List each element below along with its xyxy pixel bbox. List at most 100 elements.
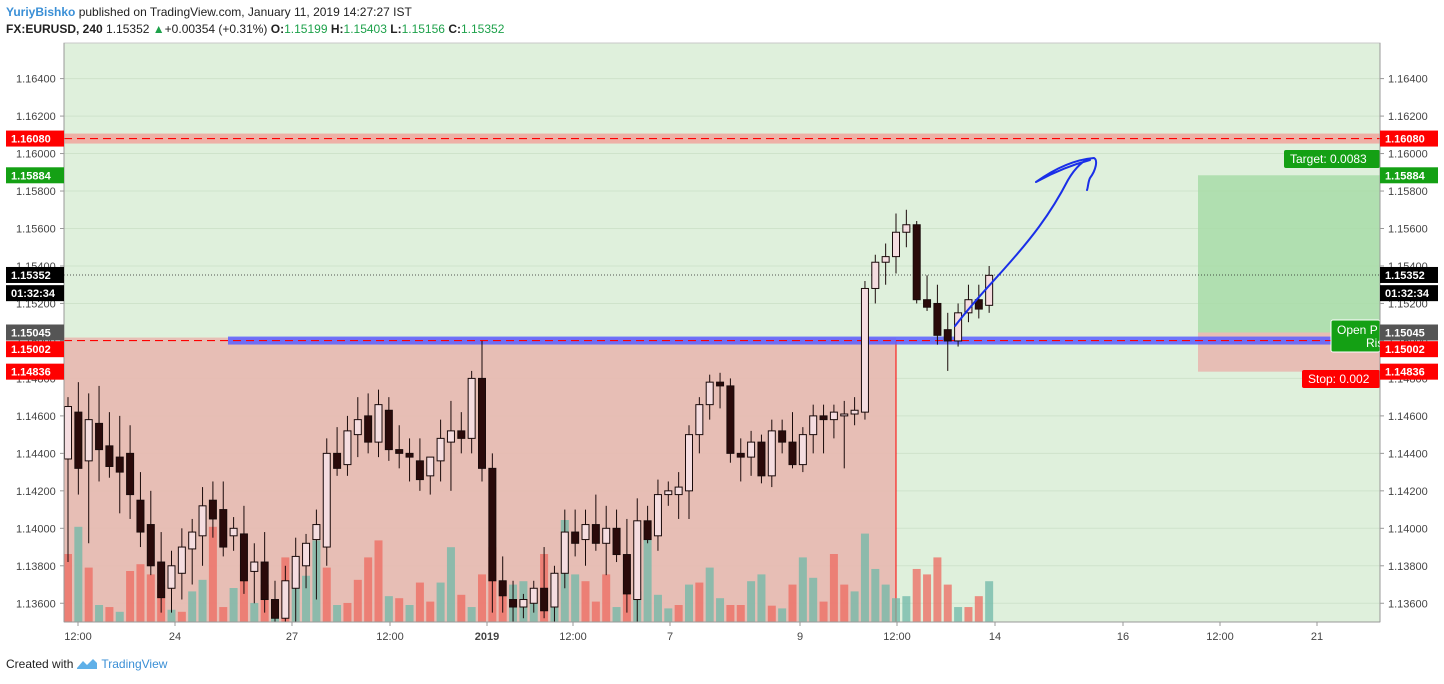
target-label-bg xyxy=(1284,150,1380,168)
bull-candle xyxy=(985,274,994,306)
bear-candle xyxy=(105,445,114,467)
risk-text: Ris xyxy=(1366,336,1383,350)
bull-candle xyxy=(685,434,693,492)
bear-candle xyxy=(271,599,279,619)
up-arrow-icon: ▲ xyxy=(152,22,165,36)
volume-bar xyxy=(115,611,124,622)
bear-candle xyxy=(933,302,942,336)
tradingview-brand[interactable]: TradingView xyxy=(101,657,168,671)
y-tick-label-left: 1.13600 xyxy=(16,598,56,610)
x-tick-label: 2019 xyxy=(475,631,499,643)
volume-bar xyxy=(716,598,725,622)
volume-bar xyxy=(333,605,342,622)
bear-candle xyxy=(757,441,766,477)
bear-candle xyxy=(622,554,631,595)
bull-candle xyxy=(695,404,704,436)
volume-bar xyxy=(653,594,662,622)
price-tag-left-entry: 1.15045 xyxy=(6,324,64,341)
price-tag-left-stop: 1.14836 xyxy=(6,363,64,380)
bull-candle xyxy=(374,404,383,443)
bear-candle xyxy=(974,299,983,310)
volume-bar xyxy=(767,605,776,622)
symbol-label[interactable]: FX:EURUSD, 240 xyxy=(6,22,103,36)
volume-bar xyxy=(933,557,942,622)
bull-candle xyxy=(829,411,838,421)
y-tick-label-left: 1.14600 xyxy=(16,411,56,423)
bull-candle xyxy=(64,406,72,460)
bull-candle xyxy=(312,524,321,541)
price-tag-text: 1.15002 xyxy=(11,344,51,356)
price-tag-text: 01:32:34 xyxy=(1385,288,1430,300)
volume-bar xyxy=(208,526,217,622)
bear-candle xyxy=(716,381,725,387)
bear-candle xyxy=(126,452,135,496)
volume-bar xyxy=(860,533,869,622)
volume-bar xyxy=(736,605,745,622)
bull-candle xyxy=(674,486,683,496)
volume-bar xyxy=(612,607,621,622)
bull-candle xyxy=(343,430,352,466)
bull-candle xyxy=(436,437,445,462)
y-tick-label-left: 1.14200 xyxy=(16,486,56,498)
volume-bar xyxy=(95,605,104,622)
volume-bar xyxy=(757,574,766,622)
bull-candle xyxy=(250,561,259,572)
volume-bar xyxy=(798,557,807,622)
price-tag-text: 1.15045 xyxy=(11,328,51,340)
bear-candle xyxy=(478,377,486,469)
volume-bar xyxy=(943,584,952,622)
volume-bar xyxy=(353,579,362,622)
high-value: 1.15403 xyxy=(343,22,387,36)
volume-bar xyxy=(850,591,859,622)
price-tag-text: 1.15352 xyxy=(11,270,51,282)
bear-candle xyxy=(74,411,83,469)
volume-bar xyxy=(126,571,135,622)
price-tag-right-countdown: 01:32:34 xyxy=(1380,285,1438,302)
price-tag-text: 1.14836 xyxy=(11,367,51,379)
y-tick-label-left: 1.15600 xyxy=(16,224,56,236)
bear-candle xyxy=(260,561,269,601)
volume-bar xyxy=(923,574,932,622)
volume-bar xyxy=(395,598,404,622)
bear-candle xyxy=(136,499,145,533)
bull-candle xyxy=(954,312,963,342)
volume-bar xyxy=(374,540,383,622)
bear-candle xyxy=(736,452,745,458)
open-value: 1.15199 xyxy=(284,22,328,36)
bull-candle xyxy=(747,441,756,458)
author-link[interactable]: YuriyBishko xyxy=(6,5,76,19)
price-tag-text: 01:32:34 xyxy=(11,288,56,300)
bull-candle xyxy=(664,490,673,496)
volume-bar xyxy=(602,574,611,622)
x-tick-label: 7 xyxy=(667,631,673,643)
footer: Created with TradingView xyxy=(6,657,167,671)
bear-candle xyxy=(726,385,735,454)
bull-candle xyxy=(198,505,207,537)
price-tag-text: 1.16080 xyxy=(11,134,51,146)
volume-bar xyxy=(892,598,900,622)
price-tag-text: 1.16080 xyxy=(1385,134,1425,146)
price-tag-right-last: 1.15352 xyxy=(1380,266,1438,283)
target-label-text: Target: 0.0083 xyxy=(1290,152,1367,166)
y-tick-label-right: 1.16400 xyxy=(1388,74,1428,86)
volume-bar xyxy=(964,607,973,622)
y-tick-label-right: 1.13800 xyxy=(1388,561,1428,573)
bull-candle xyxy=(229,527,238,537)
volume-bar xyxy=(457,594,466,622)
volume-bar xyxy=(64,554,72,622)
chart-header: YuriyBishko published on TradingView.com… xyxy=(6,4,504,38)
target-zone xyxy=(1198,175,1380,333)
volume-bar xyxy=(954,607,963,622)
y-tick-label-right: 1.16200 xyxy=(1388,111,1428,123)
bull-candle xyxy=(809,415,818,436)
volume-bar xyxy=(74,526,83,622)
bear-candle xyxy=(819,415,828,421)
bull-candle xyxy=(281,580,290,619)
price-tag-text: 1.15045 xyxy=(1385,328,1425,340)
volume-bar xyxy=(871,568,880,622)
volume-bar xyxy=(426,601,435,622)
volume-bar xyxy=(664,608,673,622)
low-label: L: xyxy=(390,22,402,36)
volume-bar xyxy=(819,601,828,622)
